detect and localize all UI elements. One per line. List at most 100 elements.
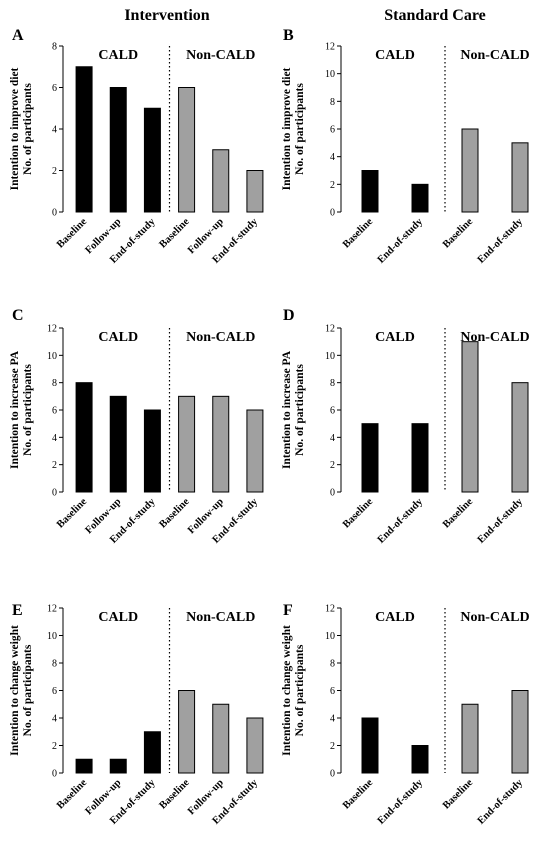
- x-category-label: Baseline: [441, 777, 475, 811]
- y-tick-label: 4: [52, 125, 57, 136]
- y-tick-label: 4: [52, 714, 57, 725]
- group-label: Non-CALD: [186, 610, 255, 625]
- y-tick-label: 4: [330, 433, 335, 444]
- panel-letter: D: [283, 307, 295, 324]
- group-label: CALD: [375, 330, 415, 345]
- panel-letter: E: [12, 602, 23, 619]
- group-label: Non-CALD: [186, 330, 255, 345]
- x-category-label: End-of-study: [376, 496, 426, 546]
- y-tick-label: 0: [52, 769, 57, 780]
- bar-noncald-baseline: [461, 128, 479, 213]
- y-tick-label: 10: [47, 631, 57, 642]
- bar-cald-baseline: [361, 717, 379, 774]
- column-title-intervention: Intervention: [124, 7, 209, 24]
- y-tick-label: 10: [47, 351, 57, 362]
- y-axis-label: Intention to improve diet: [9, 67, 21, 190]
- x-category-label: Baseline: [158, 496, 192, 530]
- y-tick-label: 8: [330, 97, 335, 108]
- x-category-label: End-of-study: [376, 216, 426, 266]
- chart-panel-a: A Intention to improve diet No. of partici…: [9, 27, 264, 266]
- bar-cald-endofstudy: [143, 409, 161, 493]
- bar-cald-followup: [109, 758, 127, 774]
- x-category-label: Baseline: [341, 496, 375, 530]
- bar-noncald-baseline: [461, 341, 479, 493]
- x-category-label: Baseline: [341, 777, 375, 811]
- y-tick-label: 4: [52, 433, 57, 444]
- bar-cald-followup: [109, 87, 127, 213]
- x-category-label: Baseline: [441, 216, 475, 250]
- y-axis-label-units: No. of participants: [22, 83, 34, 175]
- x-category-label: Baseline: [158, 216, 192, 250]
- y-tick-label: 0: [52, 208, 57, 219]
- panel-letter: B: [283, 27, 294, 44]
- bar-noncald-endofstudy: [511, 690, 529, 774]
- bar-cald-baseline: [361, 423, 379, 493]
- x-category-label: Baseline: [158, 777, 192, 811]
- x-category-label: Baseline: [341, 216, 375, 250]
- y-axis-label: Intention to increase PA: [281, 350, 293, 469]
- x-category-label: End-of-study: [476, 496, 526, 546]
- bar-noncald-followup: [212, 395, 230, 493]
- group-label: CALD: [98, 330, 138, 345]
- y-tick-label: 2: [52, 166, 57, 177]
- group-label: CALD: [98, 48, 138, 63]
- y-tick-label: 4: [330, 152, 335, 163]
- group-label: Non-CALD: [186, 48, 255, 63]
- bar-cald-followup: [109, 395, 127, 493]
- y-tick-label: 10: [325, 351, 335, 362]
- bar-noncald-followup: [212, 149, 230, 213]
- x-category-label: End-of-study: [476, 216, 526, 266]
- x-category-label: Baseline: [441, 496, 475, 530]
- y-axis-label-units: No. of participants: [294, 83, 306, 175]
- bar-noncald-baseline: [461, 703, 479, 774]
- bar-cald-baseline: [75, 66, 93, 213]
- y-axis-label: Intention to increase PA: [9, 350, 21, 469]
- y-tick-label: 10: [325, 631, 335, 642]
- bar-noncald-baseline: [178, 690, 196, 774]
- group-label: CALD: [375, 48, 415, 63]
- x-category-label: Baseline: [55, 777, 89, 811]
- group-label: CALD: [98, 610, 138, 625]
- group-label: Non-CALD: [460, 48, 529, 63]
- y-tick-label: 12: [325, 604, 335, 615]
- y-tick-label: 0: [330, 488, 335, 499]
- y-tick-label: 2: [330, 460, 335, 471]
- chart-panel-d: D Intention to increase PA No. of particip…: [281, 307, 530, 546]
- bar-cald-baseline: [75, 758, 93, 774]
- y-axis-label-units: No. of participants: [294, 364, 306, 456]
- y-tick-label: 6: [330, 125, 335, 136]
- bar-noncald-endofstudy: [246, 409, 264, 493]
- bar-cald-endofstudy: [143, 731, 161, 774]
- chart-panel-c: C Intention to increase PA No. of particip…: [9, 307, 264, 546]
- y-tick-label: 0: [330, 208, 335, 219]
- y-tick-label: 8: [52, 659, 57, 670]
- bar-noncald-endofstudy: [511, 142, 529, 213]
- bar-cald-endofstudy: [411, 183, 429, 213]
- panel-letter: C: [12, 307, 24, 324]
- group-label: Non-CALD: [460, 610, 529, 625]
- y-tick-label: 6: [52, 686, 57, 697]
- y-tick-label: 6: [330, 686, 335, 697]
- y-tick-label: 8: [330, 659, 335, 670]
- bar-noncald-endofstudy: [511, 382, 529, 493]
- y-axis-label: Intention to improve diet: [281, 67, 293, 190]
- chart-panel-e: E Intention to change weight No. of partic…: [9, 602, 264, 827]
- y-tick-label: 12: [325, 324, 335, 335]
- y-tick-label: 6: [52, 406, 57, 417]
- bar-noncald-endofstudy: [246, 170, 264, 213]
- y-tick-label: 2: [330, 180, 335, 191]
- bar-cald-baseline: [361, 170, 379, 213]
- y-axis-label-units: No. of participants: [294, 644, 306, 736]
- y-axis-label: Intention to change weight: [9, 625, 21, 756]
- x-category-label: End-of-study: [376, 777, 426, 827]
- panel-letter: A: [12, 27, 24, 44]
- column-title-standard-care: Standard Care: [384, 7, 486, 24]
- y-axis-label: Intention to change weight: [281, 625, 293, 756]
- y-axis-label-units: No. of participants: [22, 364, 34, 456]
- bar-cald-baseline: [75, 382, 93, 493]
- group-label: CALD: [375, 610, 415, 625]
- bar-noncald-baseline: [178, 87, 196, 213]
- bar-noncald-followup: [212, 703, 230, 774]
- y-tick-label: 2: [52, 741, 57, 752]
